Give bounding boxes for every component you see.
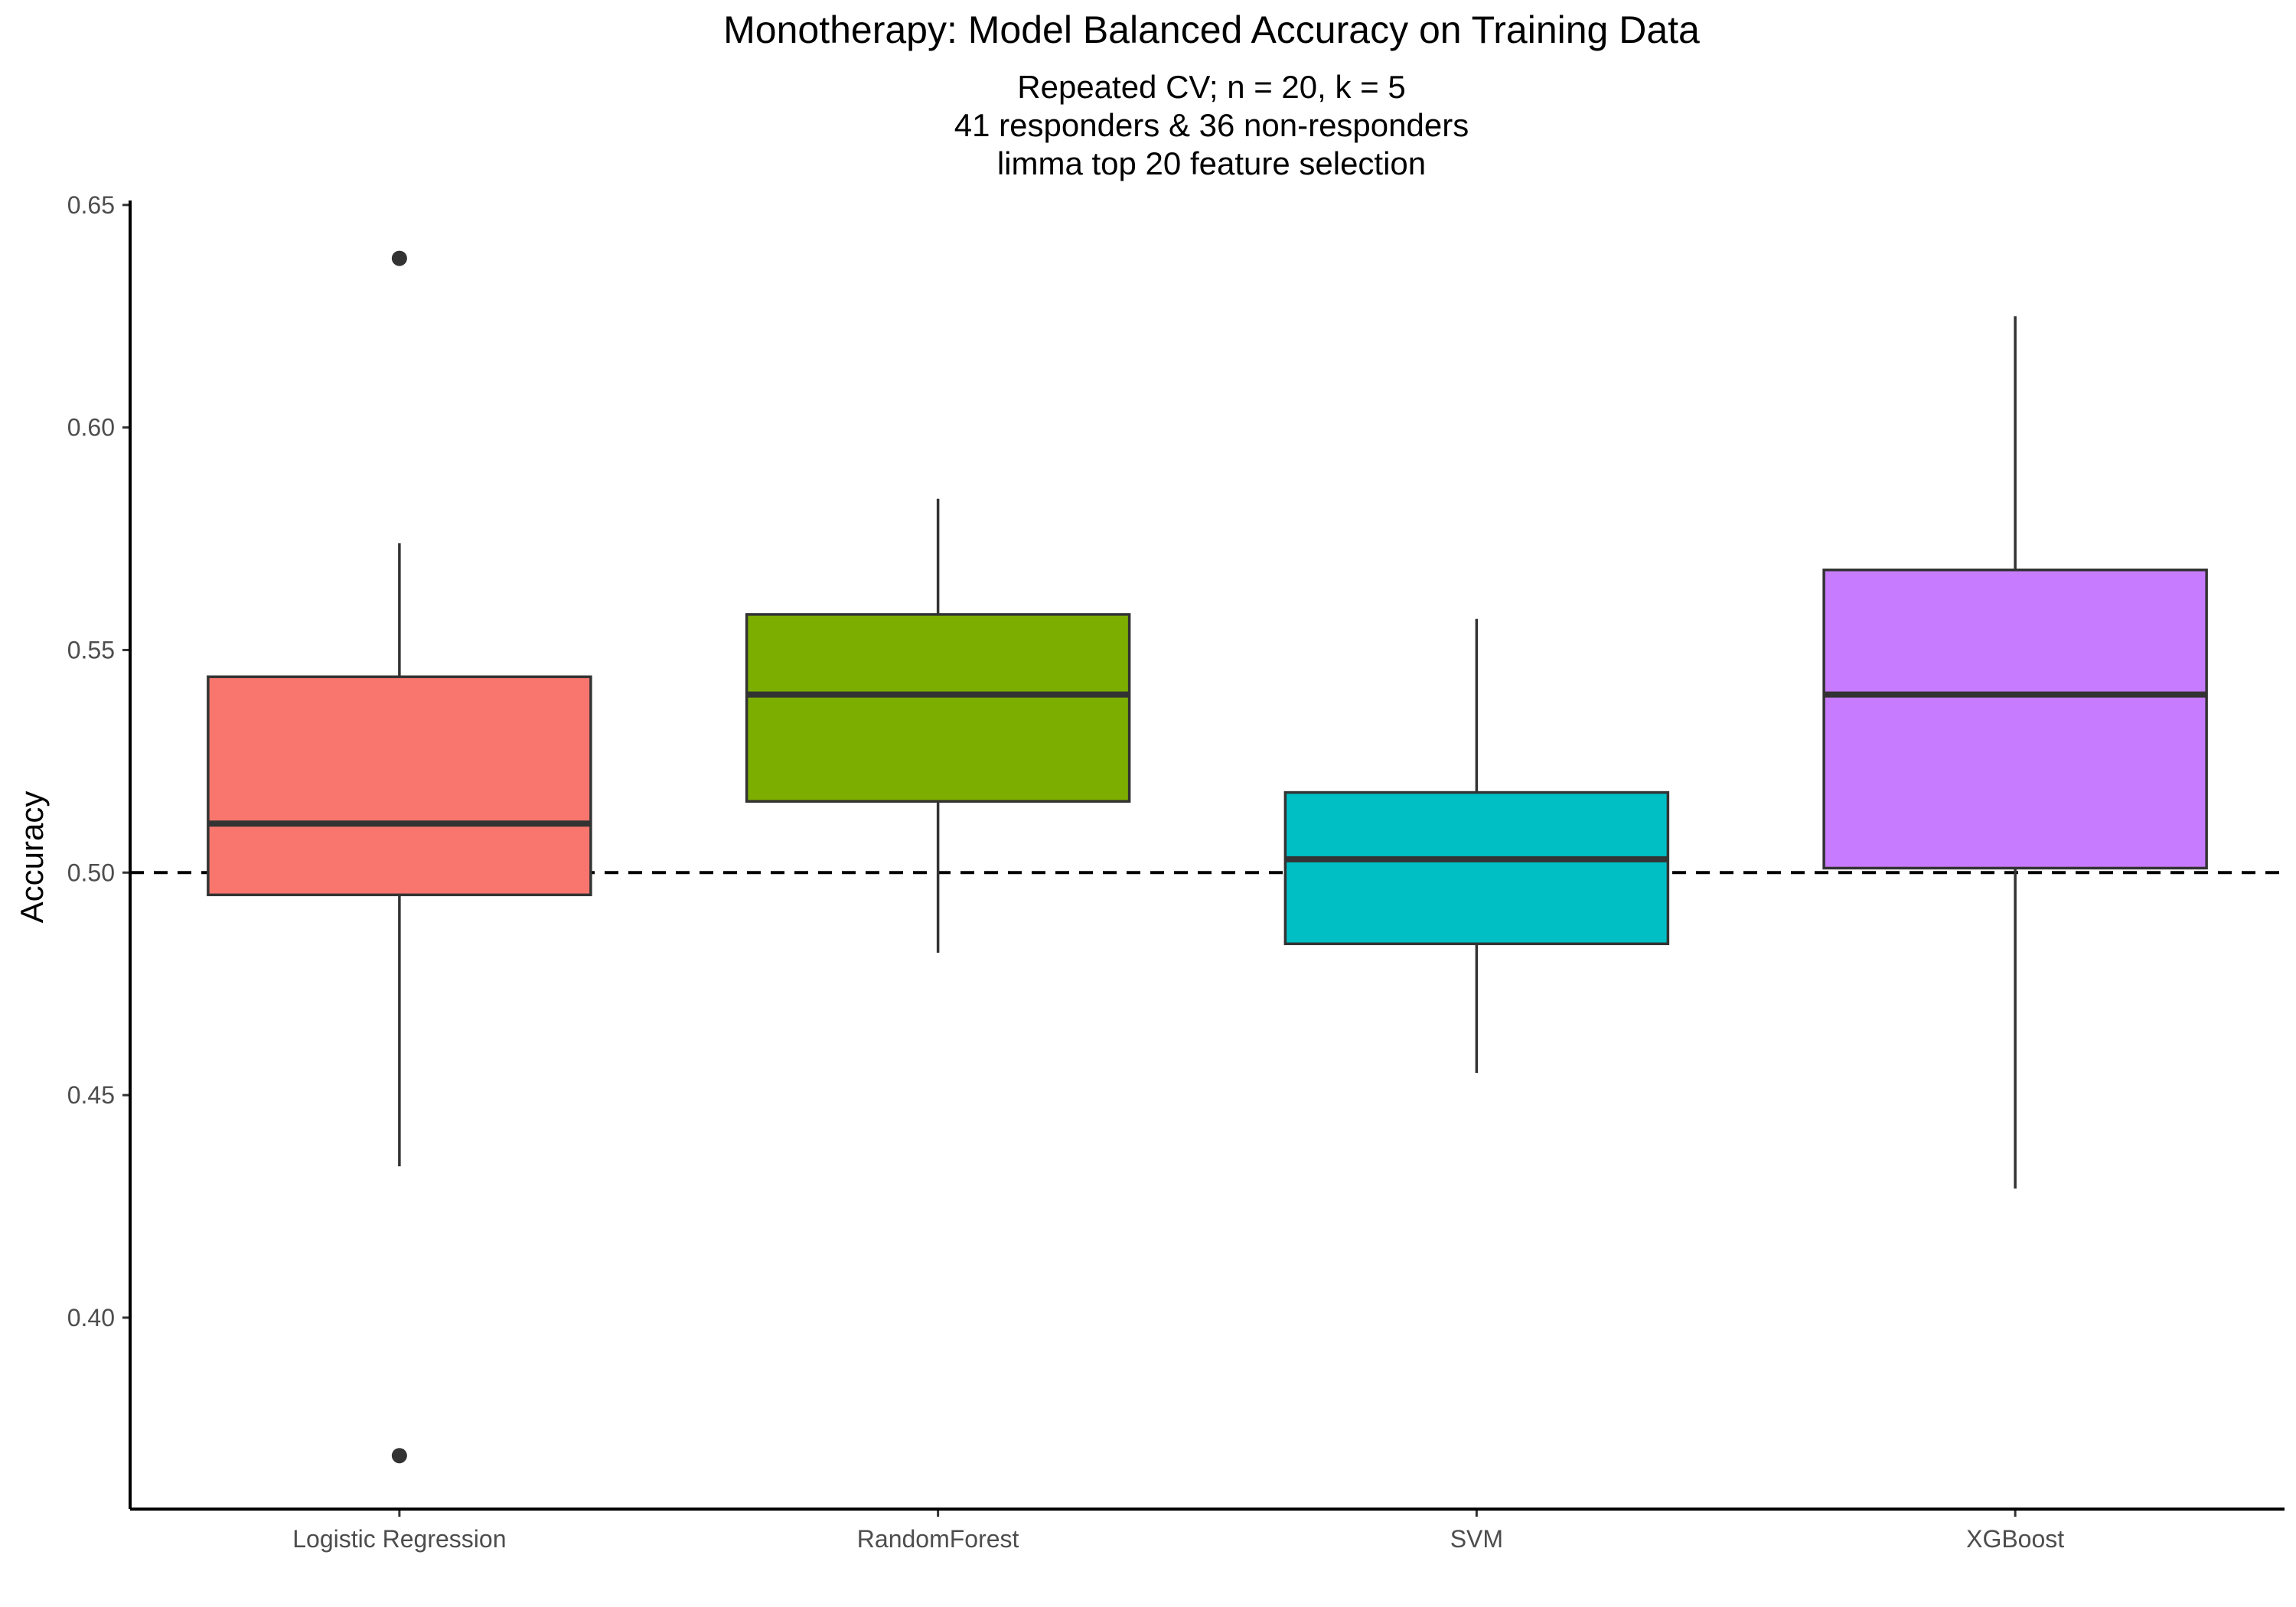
outlier-point	[391, 1448, 407, 1464]
y-tick-label: 0.50	[67, 859, 115, 886]
chart-subtitle-line-2: 41 responders & 36 non-responders	[954, 107, 1469, 143]
y-axis-title: Accuracy	[14, 791, 50, 924]
box-iqr	[745, 613, 1131, 803]
box-iqr	[1822, 569, 2208, 870]
x-tick-label: Logistic Regression	[292, 1525, 506, 1553]
y-tick-label: 0.45	[67, 1081, 115, 1109]
y-tick-label: 0.40	[67, 1304, 115, 1332]
x-tick-label: XGBoost	[1966, 1525, 2064, 1553]
x-tick-label: RandomForest	[857, 1525, 1019, 1553]
x-tick-label: SVM	[1450, 1525, 1503, 1553]
chart-title: Monotherapy: Model Balanced Accuracy on …	[723, 8, 1700, 51]
box-randomforest	[745, 498, 1131, 953]
box-xgboost	[1822, 316, 2208, 1189]
box-svm	[1283, 618, 1670, 1073]
box-iqr	[1283, 790, 1670, 946]
box-logistic-regression	[207, 250, 592, 1464]
y-tick-label: 0.65	[67, 191, 115, 219]
chart-subtitle-line-1: Repeated CV; n = 20, k = 5	[1017, 69, 1405, 105]
outlier-point	[391, 250, 407, 266]
box-iqr	[207, 675, 592, 897]
chart-subtitle-line-3: limma top 20 feature selection	[997, 145, 1426, 181]
y-tick-label: 0.60	[67, 414, 115, 442]
y-tick-label: 0.55	[67, 636, 115, 663]
plot-area: 0.40 0.45 0.50 0.55 0.60 0.65 Logistic Regress…	[67, 191, 2285, 1553]
